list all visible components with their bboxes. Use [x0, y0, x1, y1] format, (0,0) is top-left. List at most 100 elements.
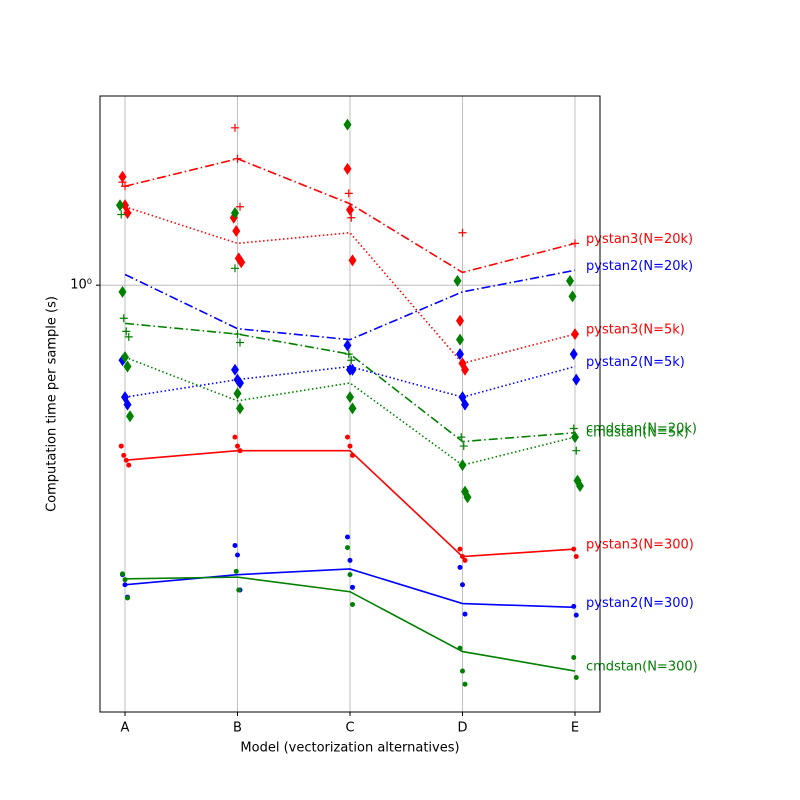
- series-label: pystan3(N=5k): [586, 323, 685, 338]
- point-marker: [457, 546, 463, 552]
- point-marker: [347, 213, 356, 222]
- point-marker: [126, 462, 132, 468]
- series-label: cmdstan(N=5k): [586, 426, 689, 441]
- point-marker: [345, 434, 350, 440]
- point-marker: [568, 290, 577, 303]
- point-marker: [119, 314, 128, 323]
- series-line: [124, 356, 576, 467]
- plot-frame: [99, 95, 601, 713]
- point-marker: [572, 373, 581, 386]
- point-marker: [462, 681, 468, 687]
- series-line: [124, 269, 576, 341]
- point-marker: [118, 443, 124, 449]
- point-marker: [123, 360, 132, 373]
- point-marker: [456, 348, 464, 361]
- point-marker: [573, 675, 579, 681]
- x-tick-label: D: [457, 721, 467, 736]
- point-marker: [237, 256, 246, 269]
- point-marker: [236, 202, 244, 211]
- y-tick-label: 10⁰: [70, 278, 92, 293]
- point-marker: [123, 398, 132, 411]
- point-marker: [118, 285, 127, 298]
- point-marker: [458, 228, 467, 237]
- point-marker: [461, 398, 469, 411]
- point-marker: [566, 274, 574, 287]
- point-marker: [232, 434, 238, 440]
- point-marker: [117, 210, 126, 219]
- point-marker: [343, 162, 352, 175]
- point-marker: [231, 264, 239, 273]
- point-marker: [462, 611, 468, 617]
- point-marker: [571, 431, 579, 444]
- point-marker: [343, 118, 352, 131]
- point-marker: [463, 491, 472, 504]
- point-marker: [125, 595, 130, 601]
- point-marker: [458, 459, 467, 472]
- point-marker: [233, 387, 242, 400]
- point-marker: [236, 338, 244, 347]
- point-marker: [569, 424, 578, 433]
- x-tick-label: B: [233, 721, 242, 736]
- point-marker: [121, 452, 127, 458]
- point-marker: [344, 189, 353, 198]
- point-marker: [460, 582, 465, 588]
- point-marker: [571, 654, 577, 660]
- point-marker: [120, 571, 125, 577]
- series-label: cmdstan(N=20k): [586, 421, 697, 436]
- point-marker: [116, 199, 124, 212]
- point-marker: [456, 333, 464, 346]
- point-marker: [235, 443, 240, 449]
- x-tick-label: E: [571, 721, 579, 736]
- series-label: pystan3(N=20k): [586, 232, 693, 247]
- point-marker: [461, 363, 469, 376]
- point-marker: [571, 603, 577, 609]
- point-marker: [122, 577, 128, 583]
- point-marker: [118, 170, 127, 183]
- point-marker: [576, 480, 584, 493]
- point-marker: [345, 545, 350, 551]
- point-marker: [236, 377, 244, 390]
- series-label: cmdstan(N=300): [586, 660, 698, 675]
- series-label: pystan2(N=5k): [586, 355, 685, 370]
- point-marker: [346, 391, 354, 404]
- point-marker: [231, 123, 239, 132]
- series-label: pystan3(N=300): [586, 538, 694, 553]
- point-marker: [233, 568, 239, 574]
- point-marker: [236, 587, 242, 593]
- point-marker: [347, 572, 353, 578]
- x-axis-label: Model (vectorization alternatives): [240, 741, 459, 756]
- point-marker: [348, 363, 357, 376]
- point-marker: [348, 402, 357, 415]
- y-axis-label: Computation time per sample (s): [45, 296, 60, 512]
- point-marker: [346, 203, 354, 216]
- point-marker: [236, 402, 244, 415]
- series-label: pystan2(N=20k): [586, 259, 693, 274]
- point-marker: [573, 612, 579, 618]
- point-marker: [350, 584, 355, 590]
- point-marker: [347, 557, 353, 563]
- point-marker: [347, 443, 353, 449]
- point-marker: [123, 206, 132, 219]
- point-marker: [457, 564, 463, 570]
- point-marker: [345, 534, 350, 540]
- series-label: pystan2(N=300): [586, 596, 694, 611]
- point-marker: [231, 206, 239, 219]
- point-marker: [232, 225, 241, 238]
- point-marker: [573, 554, 579, 560]
- series-line: [124, 576, 576, 672]
- point-marker: [571, 328, 579, 341]
- point-marker: [122, 327, 131, 336]
- x-tick-label: A: [121, 721, 130, 736]
- point-marker: [343, 339, 352, 352]
- point-marker: [232, 542, 238, 548]
- point-marker: [459, 442, 468, 451]
- point-marker: [231, 363, 239, 376]
- point-marker: [126, 410, 134, 423]
- point-marker: [453, 274, 462, 287]
- point-marker: [124, 332, 133, 341]
- point-marker: [350, 602, 355, 608]
- series-line: [124, 449, 576, 558]
- point-marker: [462, 557, 468, 563]
- point-marker: [456, 314, 464, 327]
